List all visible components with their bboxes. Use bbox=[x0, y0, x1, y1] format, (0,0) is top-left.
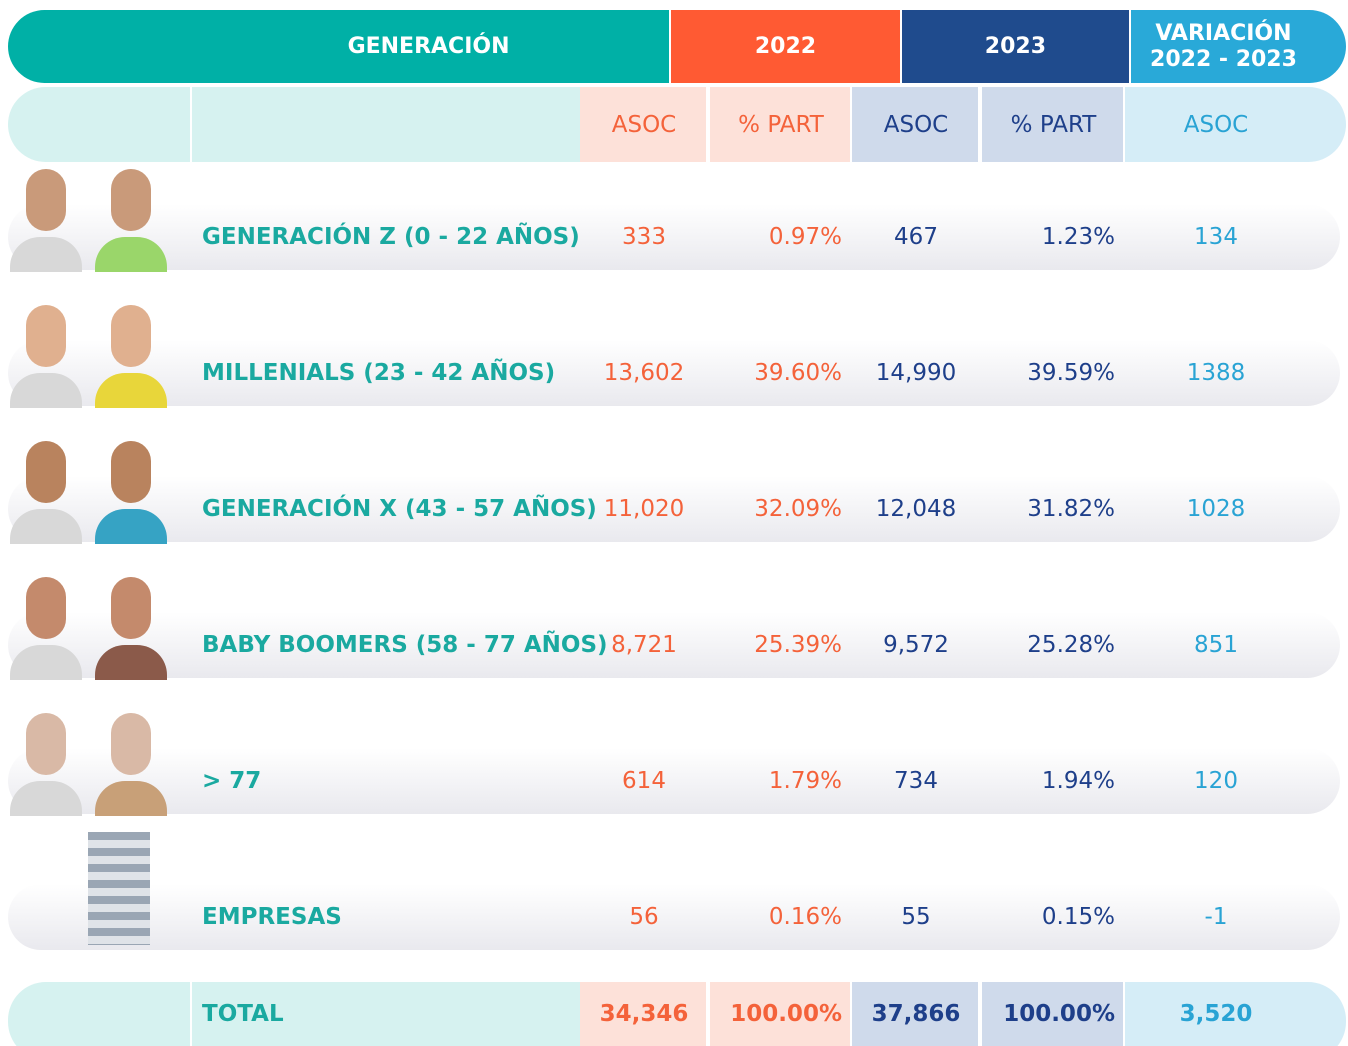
avatar-head bbox=[26, 441, 66, 503]
cell: 12,048 bbox=[852, 476, 980, 542]
cell: 55 bbox=[852, 884, 980, 950]
cell: 333 bbox=[580, 204, 708, 270]
total-label: TOTAL bbox=[202, 982, 284, 1046]
header-variation: VARIACIÓN 2022 - 2023 bbox=[1131, 10, 1346, 83]
header-2022: 2022 bbox=[671, 10, 900, 83]
cell: 0.97% bbox=[710, 204, 852, 270]
cell: 34,346 bbox=[580, 982, 708, 1046]
cell: -1 bbox=[1125, 884, 1307, 950]
band-divider bbox=[190, 87, 192, 162]
band-divider bbox=[190, 982, 192, 1046]
avatar-head bbox=[111, 441, 151, 503]
cell: 11,020 bbox=[580, 476, 708, 542]
cell: 1388 bbox=[1125, 340, 1307, 406]
avatar-head bbox=[111, 713, 151, 775]
cell: 0.16% bbox=[710, 884, 852, 950]
cell: 100.00% bbox=[710, 982, 852, 1046]
subheader: ASOC bbox=[1125, 87, 1307, 162]
cell: 8,721 bbox=[580, 612, 708, 678]
cell: 100.00% bbox=[982, 982, 1125, 1046]
cell: 39.59% bbox=[982, 340, 1125, 406]
cell: 37,866 bbox=[852, 982, 980, 1046]
row-label: BABY BOOMERS (58 - 77 AÑOS) bbox=[202, 612, 608, 678]
avatar-head bbox=[111, 577, 151, 639]
row-label: GENERACIÓN Z (0 - 22 AÑOS) bbox=[202, 204, 580, 270]
header-generation: GENERACIÓN bbox=[8, 10, 669, 83]
avatar-head bbox=[26, 169, 66, 231]
cell: 56 bbox=[580, 884, 708, 950]
band-bg bbox=[8, 982, 580, 1046]
cell: 14,990 bbox=[852, 340, 980, 406]
cell: 32.09% bbox=[710, 476, 852, 542]
subheader: ASOC bbox=[580, 87, 708, 162]
subheader: % PART bbox=[982, 87, 1125, 162]
subheader: ASOC bbox=[852, 87, 980, 162]
avatar-head bbox=[111, 169, 151, 231]
header-2023: 2023 bbox=[902, 10, 1129, 83]
avatar-head bbox=[26, 305, 66, 367]
cell: 25.28% bbox=[982, 612, 1125, 678]
header-variation-line: 2022 - 2023 bbox=[1150, 47, 1297, 73]
cell: 1.23% bbox=[982, 204, 1125, 270]
cell: 0.15% bbox=[982, 884, 1125, 950]
cell: 3,520 bbox=[1125, 982, 1307, 1046]
cell: 9,572 bbox=[852, 612, 980, 678]
avatar-head bbox=[111, 305, 151, 367]
page: GENERACIÓN 2022 2023 VARIACIÓN 2022 - 20… bbox=[0, 0, 1348, 1046]
cell: 134 bbox=[1125, 204, 1307, 270]
cell: 1.94% bbox=[982, 748, 1125, 814]
cell: 13,602 bbox=[580, 340, 708, 406]
header-row: GENERACIÓN 2022 2023 VARIACIÓN 2022 - 20… bbox=[8, 10, 1346, 83]
header-variation-line: VARIACIÓN bbox=[1155, 21, 1291, 47]
row-label: GENERACIÓN X (43 - 57 AÑOS) bbox=[202, 476, 597, 542]
cell: 467 bbox=[852, 204, 980, 270]
cell: 851 bbox=[1125, 612, 1307, 678]
row-label: EMPRESAS bbox=[202, 884, 342, 950]
row-label: MILLENIALS (23 - 42 AÑOS) bbox=[202, 340, 555, 406]
band-bg bbox=[8, 87, 580, 162]
cell: 39.60% bbox=[710, 340, 852, 406]
subheader: % PART bbox=[710, 87, 852, 162]
row-label: > 77 bbox=[202, 748, 261, 814]
avatar-head bbox=[26, 577, 66, 639]
avatar-head bbox=[26, 713, 66, 775]
cell: 614 bbox=[580, 748, 708, 814]
cell: 31.82% bbox=[982, 476, 1125, 542]
cell: 1028 bbox=[1125, 476, 1307, 542]
cell: 734 bbox=[852, 748, 980, 814]
building bbox=[88, 832, 150, 945]
cell: 25.39% bbox=[710, 612, 852, 678]
cell: 1.79% bbox=[710, 748, 852, 814]
cell: 120 bbox=[1125, 748, 1307, 814]
